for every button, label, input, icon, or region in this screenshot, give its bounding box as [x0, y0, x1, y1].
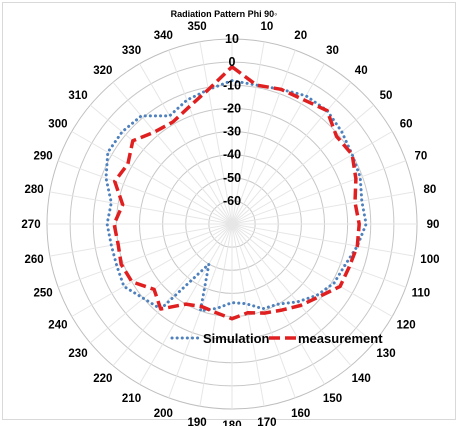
grid-spoke	[231, 223, 393, 317]
grid-spoke	[71, 131, 233, 225]
angle-tick-label: 120	[397, 320, 416, 332]
angle-tick-label: 280	[25, 184, 44, 196]
legend-label-measurement: measurement	[298, 331, 383, 346]
angle-tick-label: 190	[188, 417, 207, 426]
angle-tick-label: 50	[380, 90, 393, 102]
grid-spoke	[89, 223, 233, 344]
radial-tick-label: -30	[223, 125, 241, 139]
angle-tick-label: 310	[68, 90, 87, 102]
angle-tick-label: 320	[93, 65, 112, 77]
grid-spoke	[231, 49, 296, 225]
angle-tick-label: 60	[400, 119, 413, 131]
angle-tick-label: 250	[34, 288, 53, 300]
angle-tick-label: 350	[188, 21, 207, 33]
radial-tick-label: -50	[223, 171, 241, 185]
radial-tick-label: -10	[223, 78, 241, 92]
angle-tick-label: 150	[323, 393, 342, 405]
radial-tick-label: -40	[223, 148, 241, 162]
angle-tick-label: 340	[154, 30, 173, 42]
grid-spoke	[57, 160, 233, 225]
grid-spoke	[231, 223, 407, 288]
grid-spoke	[231, 104, 375, 225]
radial-tick-labels: -60 -50 -40 -30 -20 -10 0 10	[223, 32, 241, 208]
angle-tick-label: 330	[122, 45, 141, 57]
grid-spoke	[231, 223, 265, 407]
angle-tick-label: 110	[412, 288, 431, 300]
grid-spoke	[168, 49, 233, 225]
chart-frame	[2, 2, 456, 420]
angle-tick-label: 140	[352, 373, 371, 385]
radial-tick-label: 10	[225, 32, 239, 46]
grid-spoke	[89, 104, 233, 225]
grid-spoke	[231, 223, 415, 257]
series-simulation	[104, 79, 368, 313]
angle-tick-label: 260	[25, 254, 44, 266]
grid-spoke	[139, 63, 233, 225]
grid-spoke	[49, 223, 233, 257]
grid-spoke	[231, 223, 375, 344]
angle-tick-label: 270	[21, 219, 40, 231]
angle-tick-label: 80	[424, 184, 437, 196]
angle-tick-label: 20	[294, 30, 307, 42]
radial-tick-label: -20	[223, 101, 241, 115]
grid-spoke	[231, 41, 265, 225]
angle-tick-labels: 1020304050607080901001101201301401501601…	[21, 21, 439, 426]
angle-tick-label: 100	[420, 254, 439, 266]
grid-spoke	[199, 223, 233, 407]
grid-spoke	[231, 223, 352, 367]
angle-tick-label: 40	[355, 65, 368, 77]
grid-spoke	[57, 223, 233, 288]
polar-spokes	[47, 39, 417, 409]
legend-label-simulation: Simulation	[203, 331, 270, 346]
grid-spoke	[231, 191, 415, 225]
grid-spoke	[71, 223, 233, 317]
angle-tick-label: 160	[291, 408, 310, 420]
angle-tick-label: 170	[257, 417, 276, 426]
angle-tick-label: 10	[261, 21, 274, 33]
grid-spoke	[231, 223, 296, 399]
angle-tick-label: 210	[122, 393, 141, 405]
angle-tick-label: 240	[48, 320, 67, 332]
grid-spoke	[49, 191, 233, 225]
grid-spoke	[231, 160, 407, 225]
angle-tick-label: 220	[93, 373, 112, 385]
angle-tick-label: 200	[154, 408, 173, 420]
legend: Simulation measurement	[170, 331, 383, 346]
grid-spoke	[231, 63, 325, 225]
angle-tick-label: 90	[427, 219, 440, 231]
grid-spoke	[112, 81, 233, 225]
angle-tick-label: 300	[48, 119, 67, 131]
series-layer	[104, 65, 368, 321]
angle-tick-label: 30	[326, 45, 339, 57]
angle-tick-label: 130	[376, 348, 395, 360]
grid-spoke	[199, 41, 233, 225]
angle-tick-label: 230	[68, 348, 87, 360]
grid-spoke	[112, 223, 233, 367]
grid-spoke	[231, 81, 352, 225]
angle-tick-label: 290	[34, 150, 53, 162]
radial-tick-label: -60	[223, 194, 241, 208]
angle-tick-label: 70	[415, 150, 428, 162]
chart-title: Radiation Pattern Phi 90◦	[171, 9, 278, 19]
angle-tick-label: 180	[222, 420, 241, 426]
grid-spoke	[231, 131, 393, 225]
radial-tick-label: 0	[229, 55, 236, 69]
series-measurement	[112, 65, 361, 321]
